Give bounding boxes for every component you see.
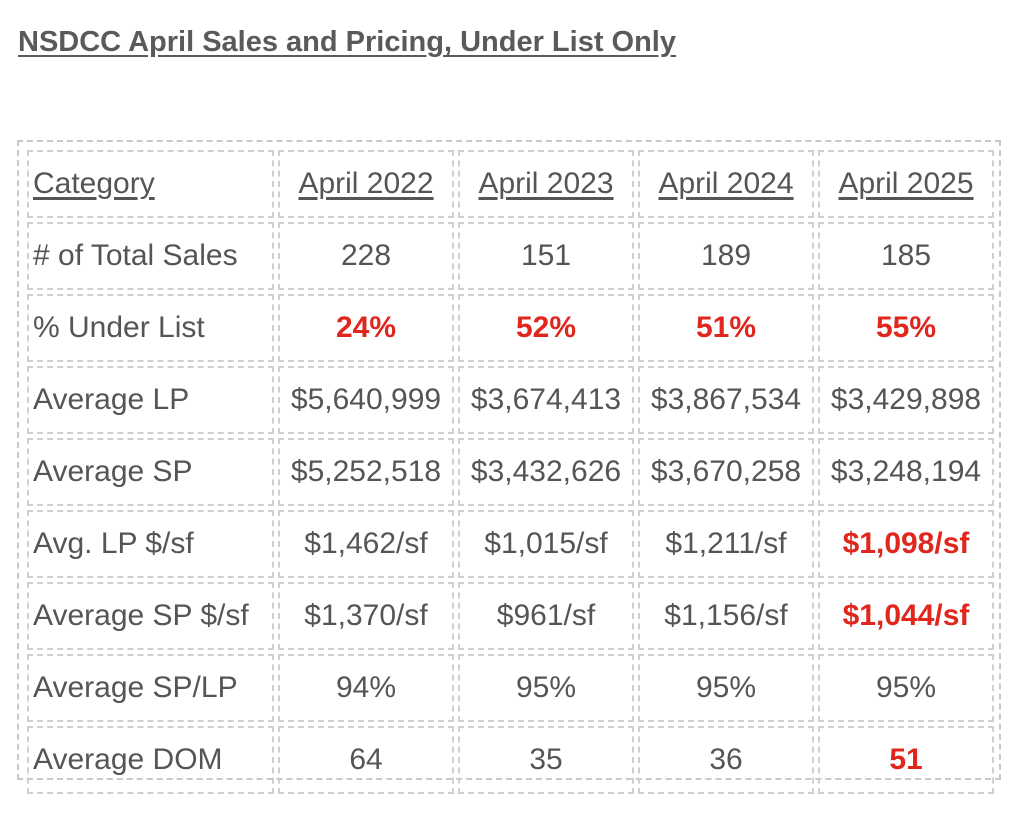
row-label: Average SP	[27, 438, 274, 506]
table-cell: 64	[278, 726, 454, 794]
row-label: Average SP/LP	[27, 654, 274, 722]
table-row-avg-sp-per-sf: Average SP $/sf $1,370/sf $961/sf $1,156…	[27, 582, 994, 650]
table-cell: $5,252,518	[278, 438, 454, 506]
table-cell-highlight: 55%	[818, 294, 994, 362]
table-cell: $1,156/sf	[638, 582, 814, 650]
row-label: Avg. LP $/sf	[27, 510, 274, 578]
page-title: NSDCC April Sales and Pricing, Under Lis…	[18, 26, 676, 58]
table-cell: $3,674,413	[458, 366, 634, 434]
table-cell-highlight: 52%	[458, 294, 634, 362]
table-cell: $961/sf	[458, 582, 634, 650]
table-cell-highlight: 51	[818, 726, 994, 794]
table-cell: $5,640,999	[278, 366, 454, 434]
table-row-sp-lp-ratio: Average SP/LP 94% 95% 95% 95%	[27, 654, 994, 722]
table-cell: 94%	[278, 654, 454, 722]
table-cell: 35	[458, 726, 634, 794]
table-cell: $3,432,626	[458, 438, 634, 506]
table-cell: 189	[638, 222, 814, 290]
table-cell: 151	[458, 222, 634, 290]
table-header-row: Category April 2022 April 2023 April 202…	[27, 150, 994, 218]
table-row-average-lp: Average LP $5,640,999 $3,674,413 $3,867,…	[27, 366, 994, 434]
table-cell: $1,462/sf	[278, 510, 454, 578]
header-category: Category	[27, 150, 274, 218]
table-cell-highlight: 51%	[638, 294, 814, 362]
table-cell: $1,370/sf	[278, 582, 454, 650]
table-cell: $3,867,534	[638, 366, 814, 434]
table-cell: 95%	[458, 654, 634, 722]
table-row-average-sp: Average SP $5,252,518 $3,432,626 $3,670,…	[27, 438, 994, 506]
row-label: Average SP $/sf	[27, 582, 274, 650]
header-april-2025: April 2025	[818, 150, 994, 218]
table-cell-highlight: $1,098/sf	[818, 510, 994, 578]
table-cell: $3,670,258	[638, 438, 814, 506]
table-cell-highlight: 24%	[278, 294, 454, 362]
header-april-2022: April 2022	[278, 150, 454, 218]
sales-table-container: Category April 2022 April 2023 April 202…	[17, 140, 1001, 794]
table-cell: 185	[818, 222, 994, 290]
table-cell: $1,211/sf	[638, 510, 814, 578]
header-april-2024: April 2024	[638, 150, 814, 218]
row-label: Average LP	[27, 366, 274, 434]
row-label: Average DOM	[27, 726, 274, 794]
row-label: # of Total Sales	[27, 222, 274, 290]
sales-table: Category April 2022 April 2023 April 202…	[23, 146, 998, 798]
table-row-average-dom: Average DOM 64 35 36 51	[27, 726, 994, 794]
table-cell: $3,429,898	[818, 366, 994, 434]
table-cell: $3,248,194	[818, 438, 994, 506]
table-cell-highlight: $1,044/sf	[818, 582, 994, 650]
row-label: % Under List	[27, 294, 274, 362]
table-row-avg-lp-per-sf: Avg. LP $/sf $1,462/sf $1,015/sf $1,211/…	[27, 510, 994, 578]
table-row-total-sales: # of Total Sales 228 151 189 185	[27, 222, 994, 290]
table-cell: 95%	[638, 654, 814, 722]
table-cell: 95%	[818, 654, 994, 722]
table-cell: 228	[278, 222, 454, 290]
table-cell: 36	[638, 726, 814, 794]
table-row-under-list: % Under List 24% 52% 51% 55%	[27, 294, 994, 362]
table-cell: $1,015/sf	[458, 510, 634, 578]
header-april-2023: April 2023	[458, 150, 634, 218]
